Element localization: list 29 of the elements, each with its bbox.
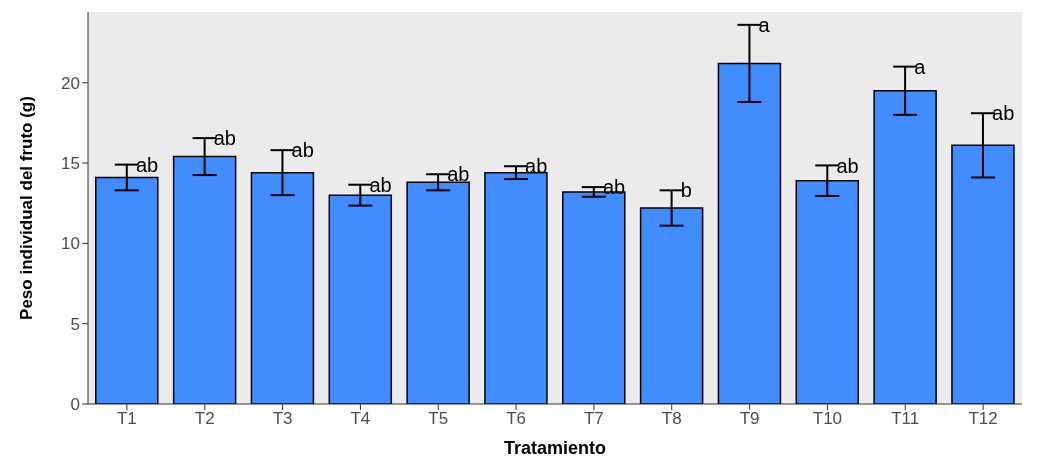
x-tick-label: T7 — [583, 409, 604, 429]
x-tick-label: T6 — [506, 409, 527, 429]
annotation: ab — [369, 173, 392, 196]
annotation: ab — [213, 127, 236, 150]
x-tick-label: T12 — [968, 409, 998, 429]
y-tick-label: 10 — [61, 234, 80, 254]
annotation: ab — [992, 102, 1015, 125]
x-axis-title: Tratamiento — [503, 438, 607, 458]
annotation: a — [758, 13, 771, 36]
y-tick-label: 20 — [61, 73, 80, 93]
annotation: ab — [291, 139, 314, 162]
x-tick-label: T5 — [428, 409, 449, 429]
annotation: b — [680, 179, 692, 202]
annotation: a — [914, 55, 927, 78]
x-tick-label: T9 — [739, 409, 760, 429]
annotation: ab — [135, 153, 159, 176]
x-tick-label: T10 — [812, 409, 843, 429]
annotation: ab — [447, 163, 470, 186]
x-tick-label: T2 — [194, 409, 215, 429]
y-axis-title: Peso individual del fruto (g) — [17, 96, 37, 320]
x-tick-label: T3 — [272, 409, 293, 429]
y-tick-label: 5 — [70, 314, 80, 334]
annotation: ab — [836, 154, 859, 177]
x-tick-label: T8 — [661, 409, 682, 429]
x-tick-label: T11 — [891, 409, 920, 429]
x-tick-label: T4 — [350, 409, 371, 429]
y-tick-label: 15 — [61, 154, 80, 174]
y-tick-label: 0 — [70, 395, 80, 415]
x-tick-label: T1 — [116, 409, 137, 429]
